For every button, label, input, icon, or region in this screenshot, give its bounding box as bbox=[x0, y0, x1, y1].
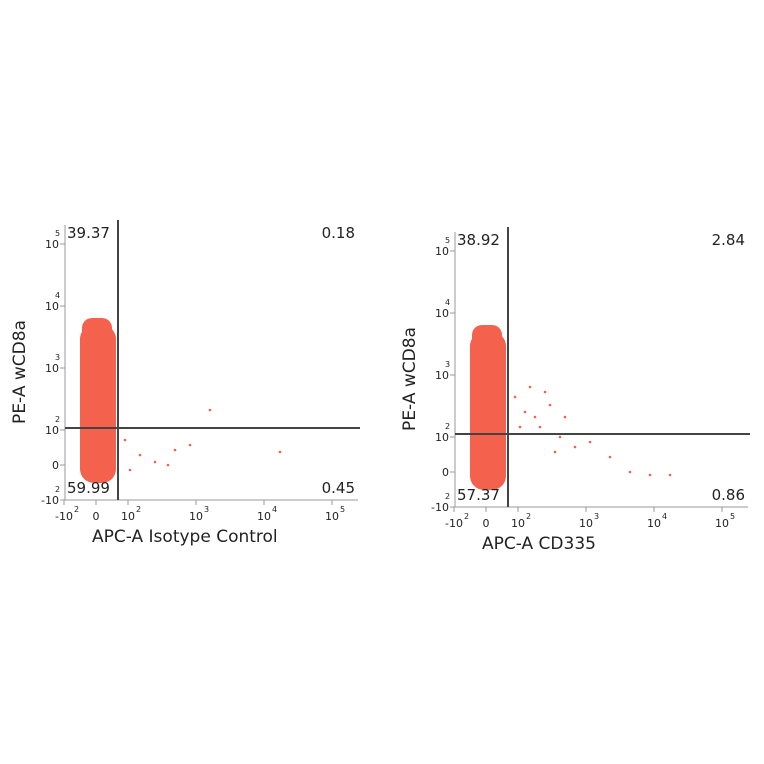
quadrant-lr: 0.86 bbox=[712, 486, 745, 504]
event-dot bbox=[573, 445, 577, 449]
quadrant-ll: 57.37 bbox=[457, 486, 500, 504]
event-dot bbox=[138, 453, 142, 457]
y-tick-exponent: 4 bbox=[55, 291, 60, 300]
x-tick-label: 10 bbox=[257, 510, 271, 523]
event-dot bbox=[123, 438, 127, 442]
x-tick-exponent: 2 bbox=[136, 505, 141, 514]
quadrant-ll: 59.99 bbox=[67, 479, 110, 497]
y-tick-label: 10 bbox=[435, 307, 449, 320]
y-tick-label: 10 bbox=[45, 238, 59, 251]
y-tick-label: -10 bbox=[41, 494, 59, 507]
x-tick-label: 10 bbox=[647, 517, 661, 530]
event-dot bbox=[553, 450, 557, 454]
y-tick-label: 0 bbox=[52, 459, 59, 472]
x-tick-exponent: 3 bbox=[204, 505, 209, 514]
quadrant-ur: 0.18 bbox=[322, 224, 355, 242]
y-tick-exponent: 3 bbox=[55, 353, 60, 362]
y-tick-label: 10 bbox=[45, 424, 59, 437]
event-dot bbox=[153, 460, 157, 464]
event-dot bbox=[278, 450, 282, 454]
population-cloud bbox=[82, 318, 112, 342]
x-tick-label: -10 bbox=[55, 510, 73, 523]
quadrant-ur: 2.84 bbox=[712, 231, 745, 249]
event-dot bbox=[538, 425, 542, 429]
x-tick-exponent: 5 bbox=[340, 505, 345, 514]
event-dot bbox=[608, 455, 612, 459]
population-cloud bbox=[80, 325, 116, 483]
x-axis-label: APC-A CD335 bbox=[482, 534, 596, 554]
y-tick-exponent: 2 bbox=[55, 415, 60, 424]
event-dot bbox=[563, 415, 567, 419]
event-dot bbox=[173, 448, 177, 452]
event-dot bbox=[588, 440, 592, 444]
event-dot bbox=[188, 443, 192, 447]
y-axis-label: PE-A wCD8a bbox=[400, 327, 420, 431]
y-tick-label: 10 bbox=[435, 245, 449, 258]
y-tick-label: -10 bbox=[431, 501, 449, 514]
x-tick-label: 10 bbox=[579, 517, 593, 530]
x-axis-label: APC-A Isotype Control bbox=[92, 527, 278, 547]
y-tick-exponent: 2 bbox=[445, 422, 450, 431]
event-dot bbox=[128, 468, 132, 472]
quadrant-ul: 39.37 bbox=[67, 224, 110, 242]
x-tick-exponent: 2 bbox=[526, 512, 531, 521]
x-tick-exponent: 2 bbox=[464, 512, 469, 521]
x-tick-exponent: 4 bbox=[662, 512, 667, 521]
event-dot bbox=[543, 390, 547, 394]
y-axis-label: PE-A wCD8a bbox=[10, 320, 30, 424]
event-dot bbox=[628, 470, 632, 474]
event-dot bbox=[668, 473, 672, 477]
quadrant-ul: 38.92 bbox=[457, 231, 500, 249]
y-tick-exponent: 5 bbox=[445, 236, 450, 245]
x-tick-exponent: 5 bbox=[730, 512, 735, 521]
event-dot bbox=[533, 415, 537, 419]
y-tick-label: 0 bbox=[442, 466, 449, 479]
x-tick-label: -10 bbox=[445, 517, 463, 530]
x-tick-label: 10 bbox=[189, 510, 203, 523]
event-dot bbox=[548, 403, 552, 407]
x-tick-exponent: 3 bbox=[594, 512, 599, 521]
event-dot bbox=[528, 385, 532, 389]
x-tick-exponent: 2 bbox=[74, 505, 79, 514]
y-tick-exponent: 3 bbox=[445, 360, 450, 369]
y-tick-exponent: 2 bbox=[55, 485, 60, 494]
event-dot bbox=[558, 435, 562, 439]
event-dot bbox=[523, 410, 527, 414]
y-tick-label: 10 bbox=[435, 431, 449, 444]
event-dot bbox=[208, 408, 212, 412]
x-tick-label: 10 bbox=[511, 517, 525, 530]
event-dot bbox=[166, 463, 170, 467]
event-dot bbox=[513, 395, 517, 399]
population-cloud bbox=[470, 332, 506, 490]
y-tick-label: 10 bbox=[435, 369, 449, 382]
y-tick-exponent: 2 bbox=[445, 492, 450, 501]
x-tick-label: 10 bbox=[715, 517, 729, 530]
x-tick-label: 10 bbox=[325, 510, 339, 523]
event-dot bbox=[518, 425, 522, 429]
x-tick-exponent: 4 bbox=[272, 505, 277, 514]
quadrant-lr: 0.45 bbox=[322, 479, 355, 497]
y-tick-exponent: 5 bbox=[55, 229, 60, 238]
y-tick-label: 10 bbox=[45, 300, 59, 313]
event-dot bbox=[648, 473, 652, 477]
y-tick-exponent: 4 bbox=[445, 298, 450, 307]
y-tick-label: 10 bbox=[45, 362, 59, 375]
x-tick-label: 0 bbox=[93, 510, 100, 523]
x-tick-label: 10 bbox=[121, 510, 135, 523]
population-cloud bbox=[472, 325, 502, 349]
x-tick-label: 0 bbox=[483, 517, 490, 530]
